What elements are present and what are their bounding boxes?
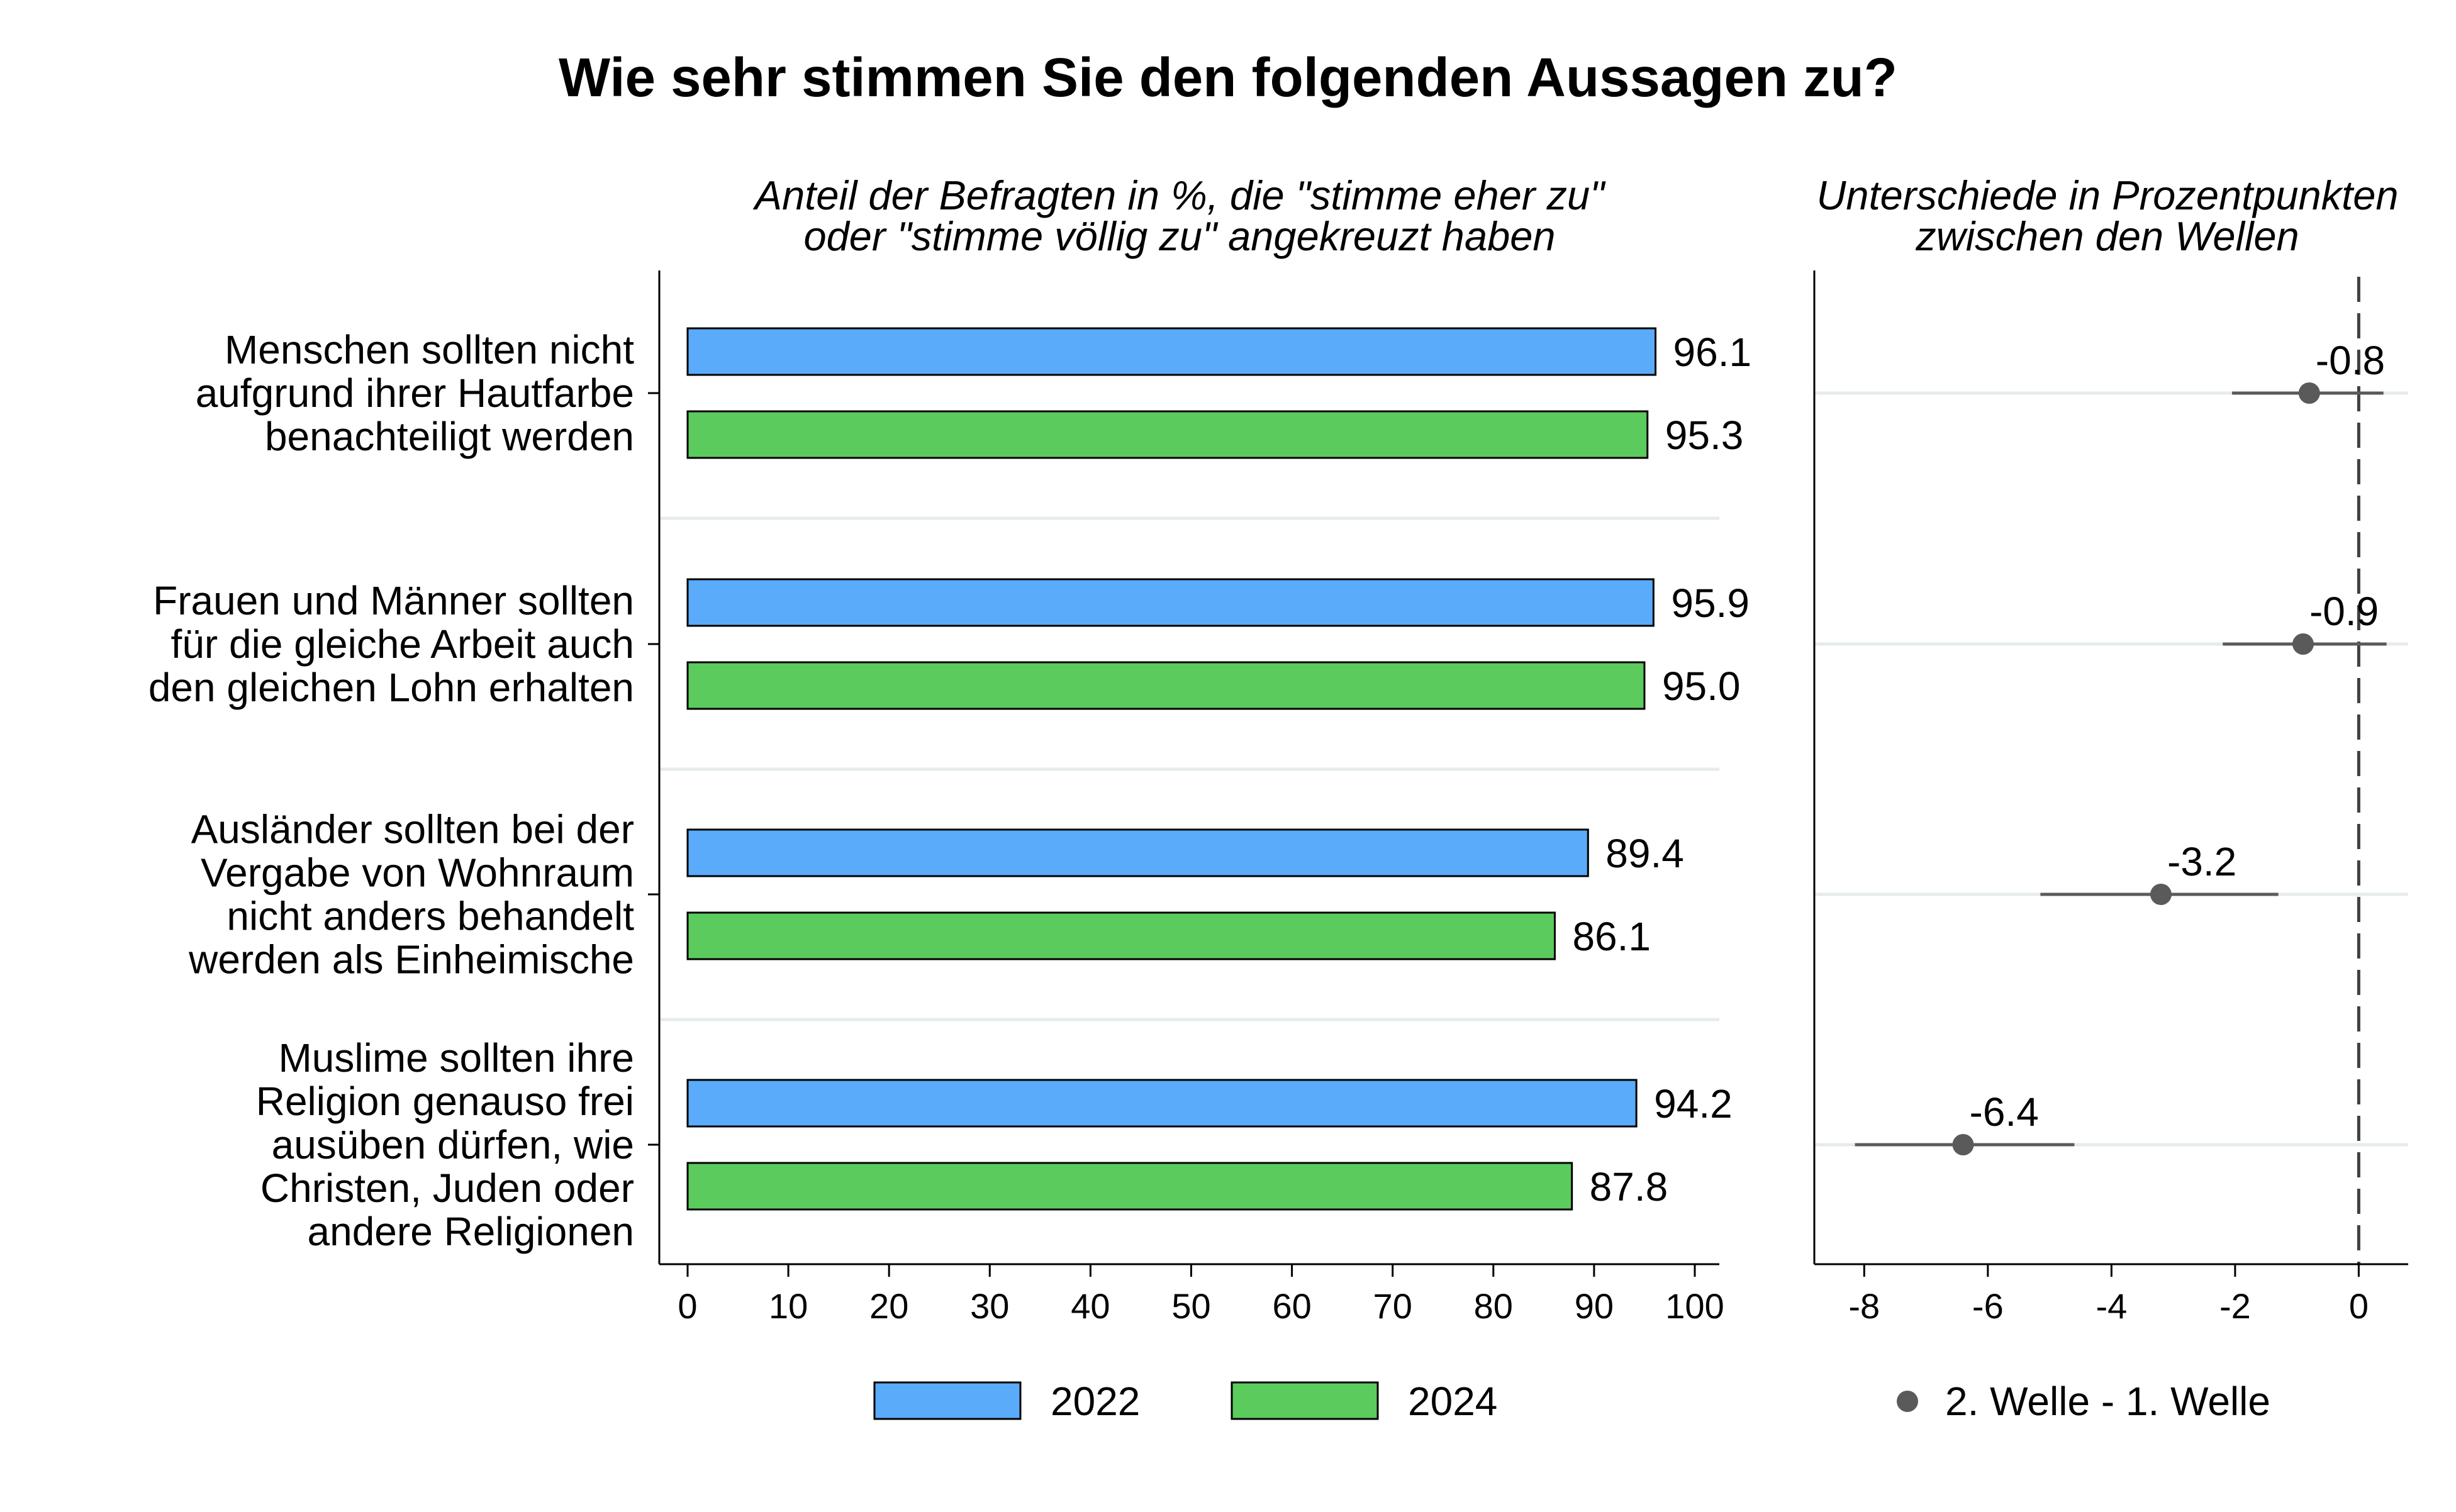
bar-value-label-2022-3: 89.4 [1605,831,1684,876]
difference-panel-x-tick-label: -2 [2219,1286,2251,1326]
bar-panel: Anteil der Befragten in %, die "stimme e… [148,172,1751,1326]
bar-2024-4 [686,1162,1573,1211]
bar-panel-x-tick-label: 90 [1575,1286,1614,1326]
category-label-3-line-3: nicht anders behandelt [226,894,634,939]
difference-point-1 [2298,382,2320,404]
category-label-2-line-1: Frauen und Männer sollten [153,578,634,623]
bar-2024-3 [686,911,1556,960]
category-label-3-line-4: werden als Einheimische [188,937,634,982]
bar-panel-x-ticks: 0 10 20 30 40 50 60 70 80 90 100 [678,1264,1724,1326]
category-label-1-line-1: Menschen sollten nicht [225,327,634,372]
difference-panel-subtitle-line-1: Unterschiede in Prozentpunkten [1816,172,2398,218]
bar-legend: 2022 2024 [873,1379,1497,1424]
bar-2024-2 [686,661,1646,710]
bar-panel-x-tick-label: 60 [1272,1286,1311,1326]
bar-panel-x-tick-label: 0 [678,1286,697,1326]
difference-point-2 [2292,633,2314,655]
difference-panel: Unterschiede in Prozentpunkten zwischen … [1813,172,2408,1326]
category-label-3-line-1: Ausländer sollten bei der [191,807,634,852]
bar-value-label-2024-2: 95.0 [1662,664,1741,709]
difference-panel-gridlines [1814,391,2408,1147]
legend-label-2022: 2022 [1051,1379,1140,1424]
legend-swatch-2024 [1231,1381,1379,1420]
bar-value-label-2022-1: 96.1 [1673,330,1752,375]
bar-value-label-2022-2: 95.9 [1671,581,1750,626]
confidence-intervals [1855,391,2387,1147]
bar-value-labels: 96.1 95.9 89.4 94.2 95.3 95.0 86.1 87.8 [1572,330,1751,1209]
category-label-4-line-5: andere Religionen [308,1209,635,1254]
bar-value-label-2024-1: 95.3 [1665,413,1744,458]
bar-2022-4 [686,1079,1638,1128]
difference-panel-x-tick-label: 0 [2349,1286,2369,1326]
bar-2022-1 [686,327,1657,376]
legend-dot-difference [1897,1391,1918,1412]
difference-value-label-1: -0.8 [2316,338,2385,383]
difference-points [1952,382,2320,1155]
difference-panel-x-ticks: -8 -6 -4 -2 0 [1848,1264,2369,1326]
difference-panel-x-tick-label: -6 [1972,1286,2004,1326]
difference-value-label-4: -6.4 [1970,1089,2039,1135]
category-label-4-line-3: ausüben dürfen, wie [272,1122,634,1167]
category-label-4-line-4: Christen, Juden oder [260,1165,634,1211]
bar-panel-x-tick-label: 20 [869,1286,908,1326]
difference-value-label-2: -0.9 [2309,589,2379,634]
bar-2022-2 [686,578,1655,627]
bar-panel-x-tick-label: 30 [970,1286,1009,1326]
bar-2022-3 [686,828,1589,877]
difference-panel-x-tick-label: -8 [1848,1286,1880,1326]
bar-panel-x-tick-label: 100 [1665,1286,1724,1326]
bar-panel-gridlines [659,516,1719,1021]
category-label-4-line-1: Muslime sollten ihre [278,1035,634,1081]
difference-point-3 [2150,884,2172,905]
category-label-3-line-2: Vergabe von Wohnraum [201,850,634,896]
bar-panel-x-tick-label: 10 [769,1286,808,1326]
chart-title: Wie sehr stimmen Sie den folgenden Aussa… [559,47,1897,108]
category-label-1-line-3: benachteiligt werden [265,414,634,459]
bar-panel-subtitle-line-1: Anteil der Befragten in %, die "stimme e… [752,172,1606,218]
bar-panel-x-tick-label: 40 [1071,1286,1110,1326]
bar-panel-x-tick-label: 70 [1373,1286,1412,1326]
difference-panel-subtitle-line-2: zwischen den Wellen [1915,213,2299,259]
category-label-2-line-3: den gleichen Lohn erhalten [148,665,634,710]
category-label-2-line-2: für die gleiche Arbeit auch [171,621,634,667]
bar-value-label-2024-4: 87.8 [1590,1164,1668,1209]
difference-point-4 [1952,1134,1974,1155]
bar-panel-x-tick-label: 80 [1474,1286,1513,1326]
difference-panel-x-tick-label: -4 [2096,1286,2127,1326]
bar-2024-1 [686,410,1649,459]
bar-value-label-2024-3: 86.1 [1572,914,1651,959]
legend-swatch-2022 [873,1381,1022,1420]
difference-value-labels: -0.8 -0.9 -3.2 -6.4 [1970,338,2386,1135]
bar-panel-subtitle-line-2: oder "stimme völlig zu" angekreuzt haben [803,213,1555,259]
difference-legend: 2. Welle - 1. Welle [1897,1379,2270,1424]
legend-label-difference: 2. Welle - 1. Welle [1945,1379,2270,1424]
bar-series [686,327,1657,1211]
bar-panel-y-ticks [648,392,659,1146]
category-label-1-line-2: aufgrund ihrer Hautfarbe [196,370,634,416]
bar-panel-x-tick-label: 50 [1171,1286,1210,1326]
difference-value-label-3: -3.2 [2167,839,2236,884]
bar-value-label-2022-4: 94.2 [1654,1081,1733,1126]
category-label-4-line-2: Religion genauso frei [256,1079,634,1124]
legend-label-2024: 2024 [1408,1379,1497,1424]
